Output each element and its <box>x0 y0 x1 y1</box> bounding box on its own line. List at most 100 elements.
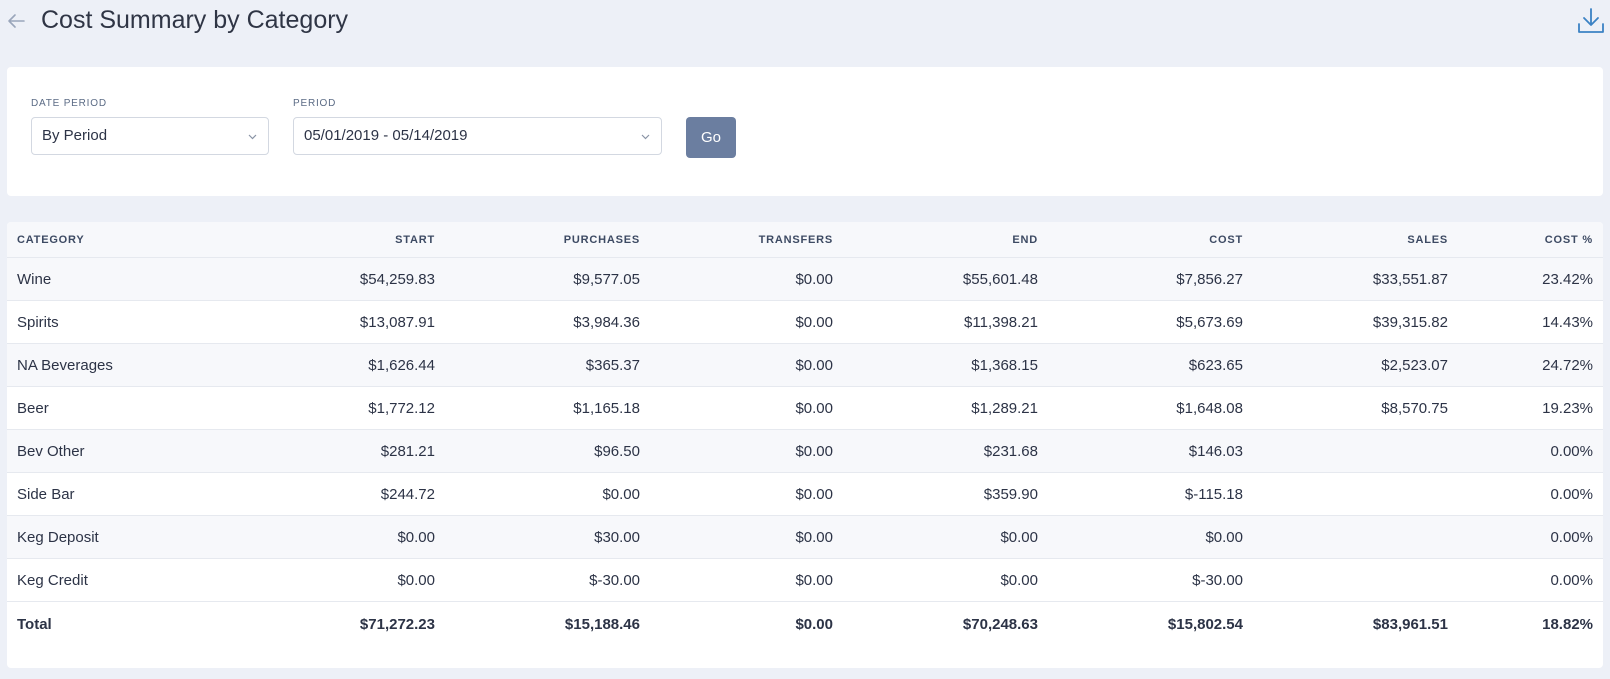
cell-category: NA Beverages <box>7 343 261 387</box>
cell-end: $0.00 <box>843 515 1048 559</box>
cell-transfers: $0.00 <box>650 429 843 473</box>
column-header-cost[interactable]: COST <box>1048 222 1253 258</box>
chevron-down-icon <box>641 134 650 140</box>
period-value: 05/01/2019 - 05/14/2019 <box>304 127 468 144</box>
period-select[interactable]: 05/01/2019 - 05/14/2019 <box>293 117 662 155</box>
cell-transfers: $0.00 <box>650 515 843 559</box>
total-purchases: $15,188.46 <box>564 615 640 633</box>
date-period-select[interactable]: By Period <box>31 117 269 155</box>
table-row: NA Beverages $1,626.44 $365.37 $0.00 $1,… <box>7 343 1603 387</box>
cell-purchases: $0.00 <box>445 472 650 516</box>
cell-end: $231.68 <box>843 429 1048 473</box>
cell-start: $244.72 <box>261 472 445 516</box>
cell-start: $13,087.91 <box>261 300 445 344</box>
cell-sales <box>1253 429 1458 473</box>
filter-card: DATE PERIOD By Period PERIOD 05/01/2019 … <box>7 67 1603 196</box>
cell-cost-pct: 23.42% <box>1458 257 1603 301</box>
cost-summary-table-card: CATEGORY START PURCHASES TRANSFERS END C… <box>7 222 1603 668</box>
column-header-cost-pct[interactable]: COST % <box>1458 222 1603 258</box>
cell-sales: $8,570.75 <box>1253 386 1458 430</box>
table-row: Spirits $13,087.91 $3,984.36 $0.00 $11,3… <box>7 300 1603 344</box>
cell-purchases: $96.50 <box>445 429 650 473</box>
cell-sales <box>1253 558 1458 602</box>
column-header-sales[interactable]: SALES <box>1253 222 1458 258</box>
cell-start: $1,772.12 <box>261 386 445 430</box>
cell-transfers: $0.00 <box>650 558 843 602</box>
cell-sales: $33,551.87 <box>1253 257 1458 301</box>
cell-cost-pct: 0.00% <box>1458 515 1603 559</box>
cell-purchases: $3,984.36 <box>445 300 650 344</box>
cell-end: $11,398.21 <box>843 300 1048 344</box>
date-period-value: By Period <box>42 127 108 144</box>
cell-cost: $0.00 <box>1048 515 1253 559</box>
cell-transfers: $0.00 <box>650 343 843 387</box>
cell-end: $55,601.48 <box>843 257 1048 301</box>
table-row: Keg Credit $0.00 $-30.00 $0.00 $0.00 $-3… <box>7 558 1603 602</box>
cell-cost: $7,856.27 <box>1048 257 1253 301</box>
total-sales: $83,961.51 <box>1372 615 1448 633</box>
cell-cost: $5,673.69 <box>1048 300 1253 344</box>
go-button[interactable]: Go <box>686 117 736 158</box>
cell-purchases: $9,577.05 <box>445 257 650 301</box>
cell-cost-pct: 14.43% <box>1458 300 1603 344</box>
total-cost-pct: 18.82% <box>1542 615 1593 633</box>
column-header-purchases[interactable]: PURCHASES <box>445 222 650 258</box>
cell-transfers: $0.00 <box>650 257 843 301</box>
cell-cost-pct: 19.23% <box>1458 386 1603 430</box>
cell-end: $1,289.21 <box>843 386 1048 430</box>
cell-transfers: $0.00 <box>650 300 843 344</box>
cell-category: Spirits <box>7 300 261 344</box>
total-transfers: $0.00 <box>795 615 833 633</box>
cell-sales: $2,523.07 <box>1253 343 1458 387</box>
total-cost: $15,802.54 <box>1167 615 1243 633</box>
column-header-start[interactable]: START <box>261 222 445 258</box>
cell-cost: $1,648.08 <box>1048 386 1253 430</box>
page-title: Cost Summary by Category <box>41 6 349 34</box>
page-header: Cost Summary by Category <box>0 0 1610 46</box>
table-row: Beer $1,772.12 $1,165.18 $0.00 $1,289.21… <box>7 386 1603 430</box>
cell-category: Beer <box>7 386 261 430</box>
table-row: Wine $54,259.83 $9,577.05 $0.00 $55,601.… <box>7 257 1603 301</box>
cell-end: $1,368.15 <box>843 343 1048 387</box>
total-label: Total <box>17 615 52 633</box>
cell-category: Side Bar <box>7 472 261 516</box>
period-label: PERIOD <box>293 98 337 109</box>
cell-sales: $39,315.82 <box>1253 300 1458 344</box>
arrow-left-icon[interactable] <box>5 10 27 32</box>
column-header-category[interactable]: CATEGORY <box>7 222 261 258</box>
cell-cost: $-115.18 <box>1048 472 1253 516</box>
column-header-transfers[interactable]: TRANSFERS <box>650 222 843 258</box>
cell-category: Bev Other <box>7 429 261 473</box>
cell-purchases: $30.00 <box>445 515 650 559</box>
cell-cost-pct: 0.00% <box>1458 429 1603 473</box>
cell-cost-pct: 24.72% <box>1458 343 1603 387</box>
cell-cost: $623.65 <box>1048 343 1253 387</box>
cost-summary-table: CATEGORY START PURCHASES TRANSFERS END C… <box>7 222 1603 646</box>
table-row: Bev Other $281.21 $96.50 $0.00 $231.68 $… <box>7 429 1603 473</box>
cell-start: $54,259.83 <box>261 257 445 301</box>
column-header-end[interactable]: END <box>843 222 1048 258</box>
cell-purchases: $365.37 <box>445 343 650 387</box>
cell-sales <box>1253 515 1458 559</box>
table-row: Side Bar $244.72 $0.00 $0.00 $359.90 $-1… <box>7 472 1603 516</box>
cell-start: $281.21 <box>261 429 445 473</box>
date-period-label: DATE PERIOD <box>31 98 107 109</box>
cell-start: $1,626.44 <box>261 343 445 387</box>
cell-cost: $146.03 <box>1048 429 1253 473</box>
chevron-down-icon <box>248 134 257 140</box>
table-header-row: CATEGORY START PURCHASES TRANSFERS END C… <box>7 222 1603 258</box>
cell-cost-pct: 0.00% <box>1458 472 1603 516</box>
cell-start: $0.00 <box>261 558 445 602</box>
cell-cost: $-30.00 <box>1048 558 1253 602</box>
cell-end: $359.90 <box>843 472 1048 516</box>
cell-category: Keg Credit <box>7 558 261 602</box>
total-end: $70,248.63 <box>962 615 1038 633</box>
cell-category: Wine <box>7 257 261 301</box>
table-total-row: Total $71,272.23 $15,188.46 $0.00 $70,24… <box>7 602 1603 647</box>
cell-sales <box>1253 472 1458 516</box>
cell-transfers: $0.00 <box>650 386 843 430</box>
download-icon[interactable] <box>1576 6 1606 36</box>
cell-transfers: $0.00 <box>650 472 843 516</box>
cell-end: $0.00 <box>843 558 1048 602</box>
cell-category: Keg Deposit <box>7 515 261 559</box>
